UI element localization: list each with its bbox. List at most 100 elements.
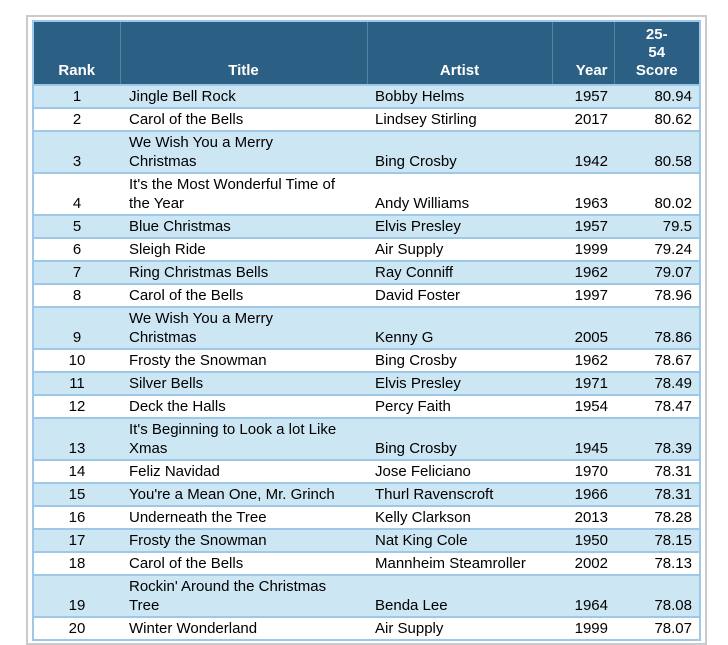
cell-score: 80.02 (614, 172, 700, 215)
cell-rank: 15 (33, 482, 120, 506)
cell-artist: Bing Crosby (367, 348, 552, 372)
cell-score: 78.07 (614, 616, 700, 640)
cell-score: 80.62 (614, 107, 700, 131)
column-header-year: Year (551, 21, 614, 85)
table-row: 16 Underneath the Tree Kelly Clarkson 2013 7… (33, 505, 700, 529)
cell-title: Deck the Halls (120, 394, 367, 418)
table-row: 13 It's Beginning to Look a lot Like Xmas… (33, 417, 700, 460)
cell-artist: Bing Crosby (367, 417, 552, 460)
cell-artist: Thurl Ravenscroft (367, 482, 552, 506)
cell-artist: Nat King Cole (367, 528, 552, 552)
cell-artist: Lindsey Stirling (367, 107, 552, 131)
cell-title: Frosty the Snowman (120, 528, 367, 552)
cell-rank: 10 (33, 348, 120, 372)
cell-title: It's the Most Wonderful Time of the Year (120, 172, 367, 215)
table-row: 5 Blue Christmas Elvis Presley 1957 79.5 (33, 214, 700, 238)
cell-rank: 20 (33, 616, 120, 640)
cell-rank: 14 (33, 459, 120, 483)
cell-year: 1970 (552, 459, 614, 483)
cell-year: 1999 (552, 616, 614, 640)
table-row: 15 You're a Mean One, Mr. Grinch Thurl Rav… (33, 482, 700, 506)
cell-rank: 16 (33, 505, 120, 529)
cell-rank: 8 (33, 283, 120, 307)
table-row: 19 Rockin' Around the Christmas Tree Benda… (33, 574, 700, 617)
cell-year: 1957 (552, 84, 614, 108)
table-row: 2 Carol of the Bells Lindsey Stirling 2017 8… (33, 107, 700, 131)
table-row: 1 Jingle Bell Rock Bobby Helms 1957 80.94 (33, 84, 700, 108)
cell-artist: Percy Faith (367, 394, 552, 418)
table-row: 17 Frosty the Snowman Nat King Cole 1950 78.… (33, 528, 700, 552)
rankings-table: Rank Title Artist Year 25- 54 Score 1 Jin… (32, 20, 701, 641)
cell-rank: 11 (33, 371, 120, 395)
cell-title: Feliz Navidad (120, 459, 367, 483)
cell-title: Underneath the Tree (120, 505, 367, 529)
cell-year: 1997 (552, 283, 614, 307)
table-row: 11 Silver Bells Elvis Presley 1971 78.49 (33, 371, 700, 395)
cell-artist: Bobby Helms (367, 84, 552, 108)
cell-score: 78.47 (614, 394, 700, 418)
cell-score: 78.28 (614, 505, 700, 529)
table-row: 4 It's the Most Wonderful Time of the Yea… (33, 172, 700, 215)
cell-rank: 4 (33, 172, 120, 215)
header-row: Rank Title Artist Year 25- 54 Score (33, 21, 700, 85)
table-frame: Rank Title Artist Year 25- 54 Score 1 Jin… (26, 15, 707, 645)
cell-year: 2002 (552, 551, 614, 575)
cell-year: 2013 (552, 505, 614, 529)
cell-rank: 5 (33, 214, 120, 238)
cell-rank: 1 (33, 84, 120, 108)
cell-title: Jingle Bell Rock (120, 84, 367, 108)
table-body: 1 Jingle Bell Rock Bobby Helms 1957 80.94 2 Ca… (33, 84, 700, 640)
cell-rank: 12 (33, 394, 120, 418)
cell-artist: David Foster (367, 283, 552, 307)
cell-artist: Elvis Presley (367, 371, 552, 395)
table-row: 20 Winter Wonderland Air Supply 1999 78.07 (33, 616, 700, 640)
cell-score: 79.07 (614, 260, 700, 284)
cell-title: Rockin' Around the Christmas Tree (120, 574, 367, 617)
cell-title: Carol of the Bells (120, 283, 367, 307)
cell-title: Carol of the Bells (120, 551, 367, 575)
cell-year: 1962 (552, 348, 614, 372)
cell-year: 1942 (552, 130, 614, 173)
cell-year: 1954 (552, 394, 614, 418)
cell-year: 1966 (552, 482, 614, 506)
cell-year: 2017 (552, 107, 614, 131)
cell-rank: 7 (33, 260, 120, 284)
cell-score: 78.31 (614, 482, 700, 506)
cell-artist: Andy Williams (367, 172, 552, 215)
cell-rank: 17 (33, 528, 120, 552)
cell-artist: Mannheim Steamroller (367, 551, 552, 575)
cell-year: 1945 (552, 417, 614, 460)
cell-year: 1964 (552, 574, 614, 617)
cell-rank: 3 (33, 130, 120, 173)
cell-artist: Kelly Clarkson (367, 505, 552, 529)
cell-score: 78.96 (614, 283, 700, 307)
table-row: 12 Deck the Halls Percy Faith 1954 78.47 (33, 394, 700, 418)
cell-rank: 9 (33, 306, 120, 349)
cell-title: Blue Christmas (120, 214, 367, 238)
cell-year: 1962 (552, 260, 614, 284)
cell-artist: Elvis Presley (367, 214, 552, 238)
table-row: 3 We Wish You a Merry Christmas Bing Crosb… (33, 130, 700, 173)
cell-year: 1999 (552, 237, 614, 261)
cell-score: 78.49 (614, 371, 700, 395)
cell-artist: Air Supply (367, 616, 552, 640)
cell-rank: 19 (33, 574, 120, 617)
cell-year: 1957 (552, 214, 614, 238)
cell-title: You're a Mean One, Mr. Grinch (120, 482, 367, 506)
table-header: Rank Title Artist Year 25- 54 Score (33, 21, 700, 85)
cell-rank: 2 (33, 107, 120, 131)
table-row: 8 Carol of the Bells David Foster 1997 78.96 (33, 283, 700, 307)
table-row: 9 We Wish You a Merry Christmas Kenny G 200… (33, 306, 700, 349)
cell-score: 79.24 (614, 237, 700, 261)
cell-year: 2005 (552, 306, 614, 349)
cell-title: We Wish You a Merry Christmas (120, 306, 367, 349)
cell-title: Carol of the Bells (120, 107, 367, 131)
table-row: 18 Carol of the Bells Mannheim Steamroller… (33, 551, 700, 575)
cell-score: 80.58 (614, 130, 700, 173)
table-row: 10 Frosty the Snowman Bing Crosby 1962 78.67 (33, 348, 700, 372)
cell-artist: Air Supply (367, 237, 552, 261)
column-header-artist: Artist (366, 21, 552, 85)
cell-score: 78.31 (614, 459, 700, 483)
cell-rank: 18 (33, 551, 120, 575)
